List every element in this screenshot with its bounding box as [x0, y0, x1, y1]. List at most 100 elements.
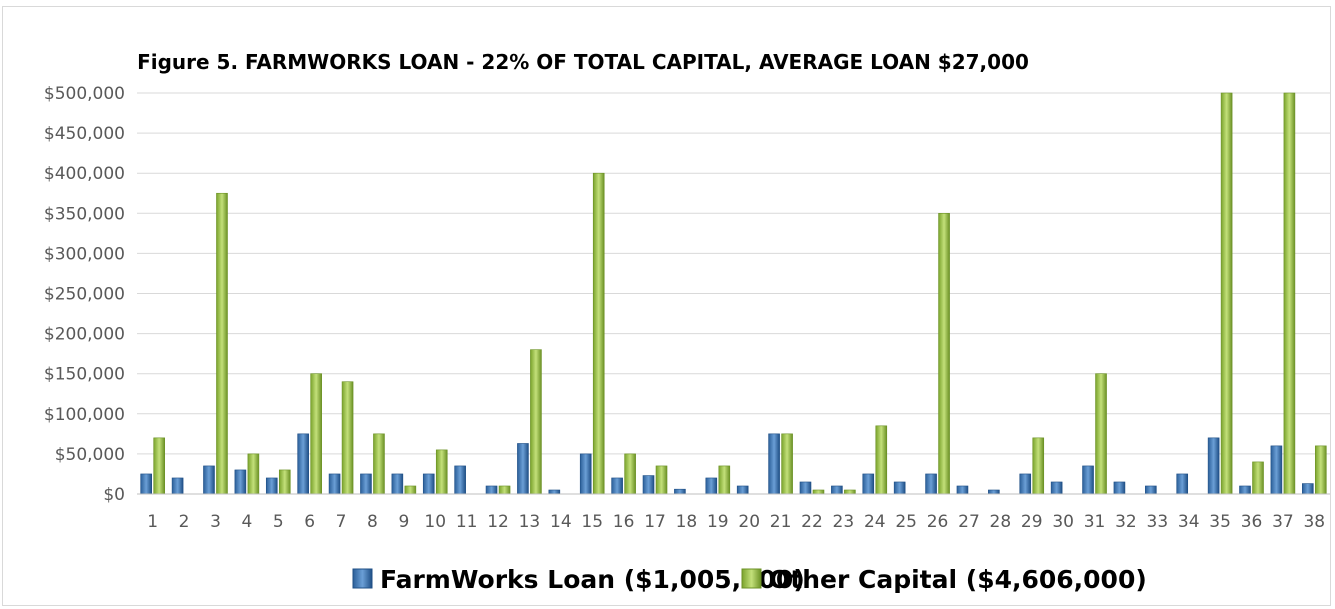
bar-farmworks-loan	[548, 489, 561, 495]
x-tick-label: 29	[1021, 512, 1043, 532]
x-tick-label: 20	[738, 512, 760, 532]
bar-farmworks-loan	[988, 489, 1000, 495]
bar-farmworks-loan	[234, 469, 247, 495]
x-tick-label: 23	[833, 512, 855, 532]
bar-farmworks-loan	[579, 453, 592, 495]
x-tick-label: 35	[1209, 512, 1231, 532]
bar-other-capital	[1095, 373, 1107, 495]
bar-farmworks-loan	[799, 481, 812, 495]
bar-other-capital	[875, 425, 888, 495]
bar-other-capital	[530, 349, 542, 495]
y-tick-label: $200,000	[44, 325, 125, 345]
bar-farmworks-loan	[422, 473, 435, 495]
bar-farmworks-loan	[203, 465, 215, 495]
bar-farmworks-loan	[391, 473, 404, 495]
x-tick-label: 31	[1084, 512, 1106, 532]
x-tick-label: 32	[1115, 512, 1137, 532]
x-tick-label: 12	[487, 512, 509, 532]
chart-frame: Figure 5. FARMWORKS LOAN - 22% OF TOTAL …	[2, 6, 1331, 606]
x-axis-tick-labels: 1 2 3 4 5 6 7 8 9 10 11 12 13 14 15 16 17 18 19 20 21 22 23 24 2…	[147, 512, 1325, 532]
x-tick-label: 24	[864, 512, 886, 532]
bar-other-capital	[310, 373, 322, 495]
legend-label-other-capital: Other Capital ($4,606,000)	[769, 565, 1147, 594]
gridlines	[137, 92, 1330, 455]
bar-other-capital	[435, 449, 448, 495]
bar-other-capital	[373, 433, 385, 495]
bar-other-capital	[655, 465, 668, 495]
bar-farmworks-loan	[265, 477, 278, 495]
bar-farmworks-loan	[485, 485, 498, 495]
bar-farmworks-loan	[674, 488, 686, 495]
x-tick-label: 37	[1272, 512, 1294, 532]
bar-farmworks-loan	[956, 485, 969, 495]
y-tick-label: $350,000	[44, 204, 125, 224]
y-tick-label: $150,000	[44, 365, 125, 385]
bar-other-capital	[1220, 92, 1233, 495]
x-tick-label: 19	[707, 512, 729, 532]
bar-farmworks-loan	[831, 485, 843, 495]
bars	[140, 92, 1327, 495]
bar-farmworks-loan	[454, 465, 466, 495]
x-tick-label: 2	[179, 512, 190, 532]
bar-farmworks-loan	[1270, 445, 1283, 495]
bar-other-capital	[153, 437, 165, 495]
bar-other-capital	[1252, 461, 1264, 495]
y-tick-label: $450,000	[44, 124, 125, 144]
x-tick-label: 34	[1178, 512, 1200, 532]
x-tick-label: 36	[1241, 512, 1263, 532]
x-tick-label: 7	[336, 512, 347, 532]
bar-other-capital	[498, 485, 511, 495]
legend-swatch-farmworks-loan	[352, 568, 373, 589]
x-tick-label: 3	[210, 512, 221, 532]
y-tick-label: $250,000	[44, 285, 125, 305]
y-tick-label: $100,000	[44, 405, 125, 425]
x-tick-label: 13	[519, 512, 541, 532]
bar-farmworks-loan	[1113, 481, 1126, 495]
bar-farmworks-loan	[297, 433, 309, 495]
x-tick-label: 6	[304, 512, 315, 532]
x-tick-label: 30	[1052, 512, 1074, 532]
bar-other-capital	[938, 213, 950, 495]
bar-farmworks-loan	[171, 477, 184, 495]
y-tick-label: $400,000	[44, 164, 125, 184]
bar-farmworks-loan	[1019, 473, 1032, 495]
bar-other-capital	[781, 433, 793, 495]
x-tick-label: 38	[1303, 512, 1325, 532]
x-tick-label: 17	[644, 512, 666, 532]
bar-farmworks-loan	[862, 473, 875, 495]
x-tick-label: 1	[147, 512, 158, 532]
bar-other-capital	[718, 465, 731, 495]
x-tick-label: 33	[1147, 512, 1169, 532]
bar-farmworks-loan	[517, 443, 529, 495]
bar-farmworks-loan	[1207, 437, 1220, 495]
bar-other-capital	[624, 453, 636, 495]
bar-other-capital	[341, 381, 354, 495]
bar-farmworks-loan	[140, 473, 152, 495]
x-tick-label: 18	[676, 512, 698, 532]
bar-other-capital	[1032, 437, 1045, 495]
x-tick-label: 27	[958, 512, 980, 532]
x-tick-label: 28	[990, 512, 1012, 532]
bar-farmworks-loan	[925, 473, 937, 495]
x-tick-label: 4	[241, 512, 252, 532]
bar-farmworks-loan	[611, 477, 623, 495]
bar-farmworks-loan	[328, 473, 341, 495]
bar-other-capital	[278, 469, 291, 495]
y-tick-label: $500,000	[44, 84, 125, 104]
x-tick-label: 14	[550, 512, 572, 532]
bar-other-capital	[812, 489, 825, 495]
bar-other-capital	[592, 172, 605, 495]
bar-other-capital	[404, 485, 417, 495]
legend: FarmWorks Loan ($1,005,500) Other Capita…	[352, 565, 1147, 594]
bar-chart: Figure 5. FARMWORKS LOAN - 22% OF TOTAL …	[44, 50, 1330, 594]
x-tick-label: 26	[927, 512, 949, 532]
y-tick-label: $0	[103, 485, 125, 505]
bar-other-capital	[1283, 92, 1296, 495]
bar-farmworks-loan	[768, 433, 780, 495]
bar-farmworks-loan	[1239, 485, 1251, 495]
x-tick-label: 25	[895, 512, 917, 532]
legend-label-farmworks-loan: FarmWorks Loan ($1,005,500)	[380, 565, 805, 594]
y-tick-label: $300,000	[44, 244, 125, 264]
bar-farmworks-loan	[736, 485, 749, 495]
bar-other-capital	[247, 453, 260, 495]
